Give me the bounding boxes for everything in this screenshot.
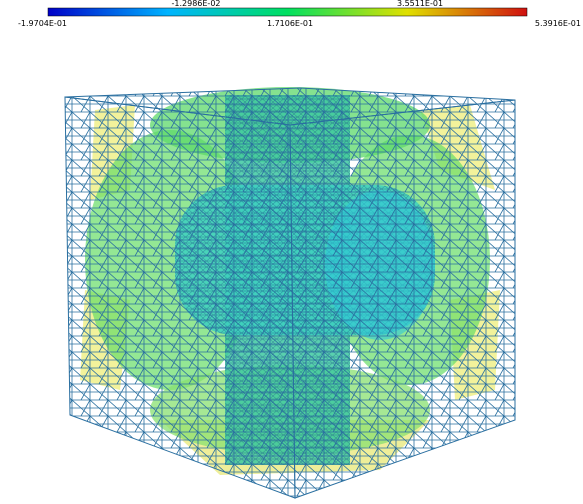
colorbar-label: 3.5511E-01 xyxy=(397,0,443,8)
colorbar-label: -1.9704E-01 xyxy=(18,19,67,28)
colorbar-label: -1.2986E-02 xyxy=(172,0,221,8)
colorbar-label: 1.7106E-01 xyxy=(267,19,313,28)
colorbar xyxy=(47,7,528,17)
colorbar-label: 5.3916E-01 xyxy=(535,19,581,28)
mesh-render xyxy=(64,87,516,499)
